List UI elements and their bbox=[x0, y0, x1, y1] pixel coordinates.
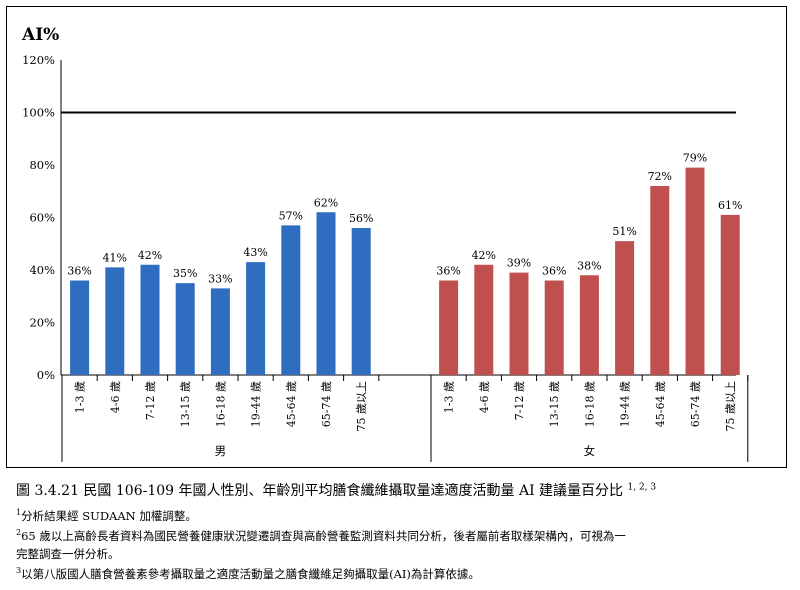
footnote-3-marker: 3 bbox=[16, 566, 22, 576]
footnote-2-continued: 完整調查一併分析。 bbox=[16, 546, 120, 562]
bar bbox=[70, 280, 90, 375]
bar bbox=[509, 272, 529, 375]
category-label: 13-15 歲 bbox=[547, 381, 561, 427]
y-tick-label: 0% bbox=[37, 368, 55, 382]
category-label: 45-64 歲 bbox=[653, 381, 667, 427]
data-label: 42% bbox=[472, 249, 496, 262]
footnote-3: 3以第八版國人膳食營養素參考攝取量之適度活動量之膳食纖維足夠攝取量(AI)為計算… bbox=[16, 566, 480, 582]
footnote-1: 1分析結果經 SUDAAN 加權調整。 bbox=[16, 508, 197, 524]
data-label: 56% bbox=[349, 212, 373, 225]
category-label: 65-74 歲 bbox=[688, 381, 702, 427]
data-label: 62% bbox=[314, 196, 338, 209]
bar bbox=[615, 241, 635, 375]
category-label: 45-64 歲 bbox=[284, 381, 298, 427]
data-label: 72% bbox=[648, 170, 672, 183]
footnote-2-continued-text: 完整調查一併分析。 bbox=[16, 547, 120, 561]
data-label: 33% bbox=[208, 272, 232, 285]
footnote-2: 265 歲以上高齡長者資料為國民營養健康狀況變遷調查與高齡營養監測資料共同分析，… bbox=[16, 528, 626, 544]
data-label: 41% bbox=[103, 251, 127, 264]
y-tick-label: 40% bbox=[29, 263, 55, 277]
data-label: 38% bbox=[577, 259, 601, 272]
caption-text: 圖 3.4.21 民國 106-109 年國人性別、年齡別平均膳食纖維攝取量達適… bbox=[16, 483, 624, 499]
category-label: 16-18 歲 bbox=[582, 381, 596, 427]
data-label: 61% bbox=[718, 199, 742, 212]
y-tick-label: 100% bbox=[22, 106, 55, 120]
y-tick-label: 120% bbox=[22, 53, 55, 67]
bar bbox=[316, 212, 336, 375]
data-label: 57% bbox=[279, 209, 303, 222]
y-tick-label: 60% bbox=[29, 211, 55, 225]
category-label: 13-15 歲 bbox=[178, 381, 192, 427]
chart-frame: AI% 0% 20% 40% 60% 80% 100% 120% 36% 41% 42% 35% 3… bbox=[6, 6, 787, 468]
data-label: 43% bbox=[243, 246, 267, 259]
group-label: 男 bbox=[215, 444, 227, 458]
bar bbox=[650, 186, 670, 375]
category-label: 7-12 歲 bbox=[143, 381, 157, 420]
category-label: 19-44 歲 bbox=[618, 381, 632, 427]
category-label: 7-12 歲 bbox=[512, 381, 526, 420]
data-label: 39% bbox=[507, 257, 531, 270]
bar bbox=[351, 228, 371, 375]
data-label: 36% bbox=[436, 265, 460, 278]
category-label: 75 歲以上 bbox=[723, 381, 737, 432]
data-label: 35% bbox=[173, 267, 197, 280]
data-label: 36% bbox=[67, 265, 91, 278]
category-label: 75 歲以上 bbox=[354, 381, 368, 432]
category-label: 19-44 歲 bbox=[249, 381, 263, 427]
bar bbox=[281, 225, 301, 375]
bar bbox=[140, 264, 160, 375]
bar bbox=[579, 275, 599, 375]
bar bbox=[474, 264, 494, 375]
footnote-1-marker: 1 bbox=[16, 508, 22, 518]
data-label: 36% bbox=[542, 265, 566, 278]
bar bbox=[175, 283, 195, 375]
bar bbox=[720, 214, 740, 375]
bar bbox=[439, 280, 459, 375]
bar bbox=[685, 167, 705, 375]
category-label: 1-3 歲 bbox=[73, 381, 87, 413]
category-label: 65-74 歲 bbox=[319, 381, 333, 427]
data-label: 79% bbox=[683, 152, 707, 165]
y-tick-label: 80% bbox=[29, 158, 55, 172]
bar bbox=[210, 288, 230, 375]
category-label: 16-18 歲 bbox=[213, 381, 227, 427]
footnote-2-marker: 2 bbox=[16, 528, 22, 538]
y-axis-title: AI% bbox=[21, 25, 59, 45]
bar-chart: AI% 0% 20% 40% 60% 80% 100% 120% 36% 41% 42% 35% 3… bbox=[21, 25, 749, 462]
y-tick-label: 20% bbox=[29, 316, 55, 330]
data-label: 42% bbox=[138, 249, 162, 262]
bar bbox=[544, 280, 564, 375]
group-label: 女 bbox=[584, 444, 596, 458]
footnote-2-text: 65 歲以上高齡長者資料為國民營養健康狀況變遷調查與高齡營養監測資料共同分析，後… bbox=[21, 529, 626, 543]
category-label: 1-3 歲 bbox=[442, 381, 456, 413]
data-label: 51% bbox=[612, 225, 636, 238]
footnote-1-text: 分析結果經 SUDAAN 加權調整。 bbox=[21, 509, 197, 523]
bar bbox=[105, 267, 125, 375]
category-label: 4-6 歲 bbox=[477, 381, 491, 413]
bar bbox=[246, 262, 266, 375]
category-label: 4-6 歲 bbox=[108, 381, 122, 413]
figure-caption: 圖 3.4.21 民國 106-109 年國人性別、年齡別平均膳食纖維攝取量達適… bbox=[16, 480, 656, 500]
caption-footnote-refs: 1, 2, 3 bbox=[627, 482, 657, 493]
footnote-3-text: 以第八版國人膳食營養素參考攝取量之適度活動量之膳食纖維足夠攝取量(AI)為計算依… bbox=[21, 567, 480, 581]
